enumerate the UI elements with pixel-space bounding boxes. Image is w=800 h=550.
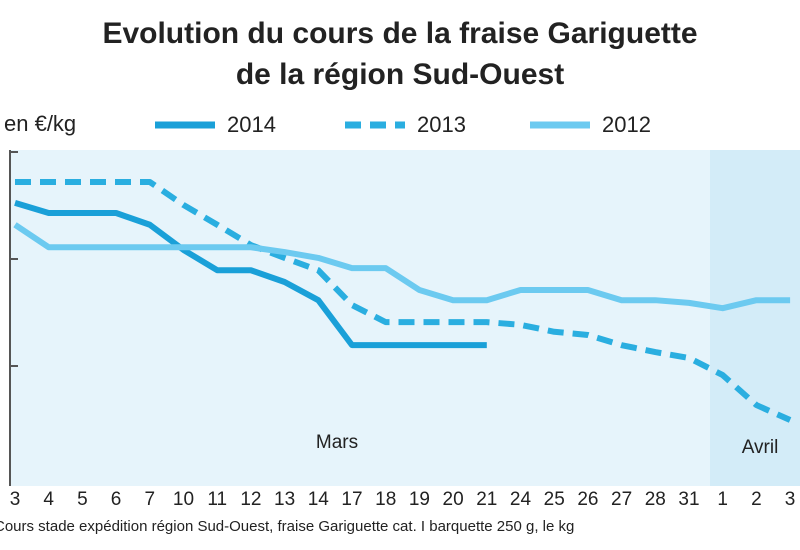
x-tick-label: 18 bbox=[375, 489, 396, 510]
x-tick-label: 27 bbox=[611, 489, 632, 510]
month-label: Mars bbox=[316, 432, 358, 453]
footnote: Cours stade expédition région Sud-Ouest,… bbox=[0, 518, 574, 535]
plot-background bbox=[10, 150, 800, 486]
x-tick-label: 17 bbox=[341, 489, 362, 510]
x-tick-label: 26 bbox=[577, 489, 598, 510]
series-line bbox=[13, 222, 791, 312]
x-tick-label: 3 bbox=[10, 489, 21, 510]
x-tick-label: 7 bbox=[145, 489, 156, 510]
x-tick-label: 5 bbox=[77, 489, 88, 510]
series-line bbox=[14, 199, 487, 349]
legend-label: 2014 bbox=[227, 112, 276, 137]
x-tick-label: 2 bbox=[751, 489, 762, 510]
x-tick-label: 1 bbox=[717, 489, 728, 510]
x-tick-label: 24 bbox=[510, 489, 532, 510]
x-tick-label: 20 bbox=[443, 489, 464, 510]
chart-title: Evolution du cours de la fraise Gariguet… bbox=[102, 17, 697, 50]
x-tick-label: 21 bbox=[476, 489, 497, 510]
x-tick-label: 11 bbox=[207, 489, 227, 510]
x-tick-label: 25 bbox=[544, 489, 565, 510]
x-tick-label: 28 bbox=[645, 489, 666, 510]
x-tick-label: 19 bbox=[409, 489, 430, 510]
legend-label: 2012 bbox=[602, 112, 651, 137]
series-line bbox=[15, 178, 792, 423]
april-shading bbox=[710, 150, 800, 486]
x-tick-label: 31 bbox=[678, 489, 699, 510]
month-label: Avril bbox=[742, 437, 779, 458]
x-tick-label: 6 bbox=[111, 489, 122, 510]
x-tick-label: 10 bbox=[173, 489, 194, 510]
x-tick-label: 12 bbox=[240, 489, 261, 510]
x-tick-label: 14 bbox=[308, 489, 330, 510]
x-tick-label: 3 bbox=[785, 489, 796, 510]
y-axis-label: en €/kg bbox=[4, 111, 76, 136]
x-tick-label: 13 bbox=[274, 489, 295, 510]
legend-label: 2013 bbox=[417, 112, 466, 137]
x-tick-label: 4 bbox=[43, 489, 54, 510]
chart-subtitle: de la région Sud-Ouest bbox=[236, 58, 564, 91]
